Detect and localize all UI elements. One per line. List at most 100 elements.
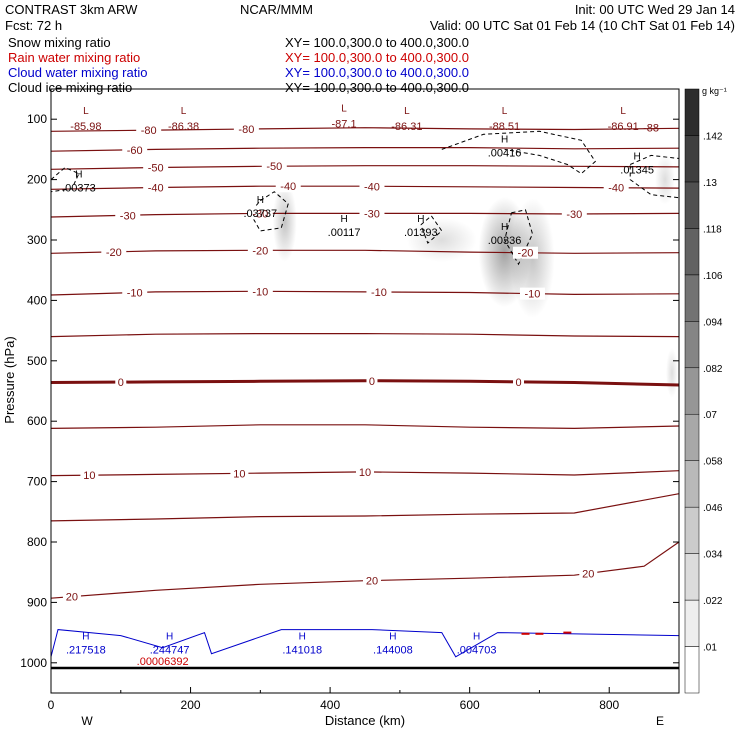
- ice-high-marker: H: [501, 222, 508, 233]
- colorbar-swatch: [684, 599, 700, 647]
- colorbar-tick-label: .106: [703, 271, 723, 282]
- colorbar-swatch: [684, 274, 700, 322]
- isotherm-label: 0: [369, 376, 375, 388]
- x-tick-label: 400: [320, 698, 340, 712]
- isotherm-label: -10: [525, 289, 541, 301]
- isotherm--10: [50, 290, 680, 296]
- isotherm-label: 0: [118, 377, 124, 389]
- isotherm-label-bg: [136, 124, 162, 137]
- colorbar-swatch: [684, 321, 700, 369]
- field-cloud-water-label: Cloud water mixing ratio: [8, 65, 147, 80]
- cloud-water-value-label: .144008: [373, 645, 413, 657]
- cloud-water-high-marker: H: [473, 632, 480, 643]
- isotherm-label: -30: [252, 208, 268, 220]
- colorbar-tick-label: .046: [703, 503, 723, 514]
- colorbar-swatch: [684, 88, 700, 136]
- y-tick-label: 600: [27, 414, 47, 428]
- isotherm-label: 20: [366, 575, 378, 587]
- isotherm-label: 20: [582, 568, 594, 580]
- y-tick-label: 200: [27, 173, 47, 187]
- ice-contour-3: [441, 130, 596, 175]
- field-rain-xy: XY= 100.0,300.0 to 400.0,300.0: [285, 50, 469, 65]
- x-tick-label: 600: [460, 698, 480, 712]
- isotherm-unlabeled-11: [50, 493, 680, 522]
- isotherm-label-bg: [247, 207, 273, 220]
- ice-value-label: .01393: [404, 227, 438, 239]
- cloud-water-high-marker: H: [299, 632, 306, 643]
- field-cloud-ice-xy: XY= 100.0,300.0 to 400.0,300.0: [285, 80, 469, 95]
- isotherm-label: -10: [252, 286, 268, 298]
- low-marker: L: [341, 104, 347, 115]
- cloud-water-value-label: .141018: [282, 645, 322, 657]
- cloud-water-value-label: .244747: [150, 645, 190, 657]
- isotherm-label: -20: [518, 248, 534, 260]
- y-tick-label: 800: [27, 535, 47, 549]
- isotherm-label-bg: [366, 286, 392, 299]
- field-cloud-water-xy: XY= 100.0,300.0 to 400.0,300.0: [285, 65, 469, 80]
- isotherm-label-bg: [275, 180, 301, 193]
- isotherm-label: -80: [141, 125, 157, 137]
- ice-high-marker: H: [340, 214, 347, 225]
- isotherm-label-bg: [143, 181, 169, 194]
- y-tick-label: 500: [27, 354, 47, 368]
- ice-value-label: .00336: [488, 235, 522, 247]
- isotherm-label: -30: [566, 209, 582, 221]
- cloud-water-high-marker: H: [82, 632, 89, 643]
- isotherm-label-bg: [122, 286, 148, 299]
- y-tick-label: 300: [27, 233, 47, 247]
- cloud-water-high-marker: H: [166, 632, 173, 643]
- ice-high-marker: H: [501, 134, 508, 145]
- cloud-contours: [50, 130, 680, 658]
- isotherm-20: [50, 541, 680, 599]
- colorbar-tick-label: .022: [703, 596, 723, 607]
- valid-time: Valid: 00 UTC Sat 01 Feb 14 (10 ChT Sat …: [430, 18, 735, 33]
- field-snow-xy: XY= 100.0,300.0 to 400.0,300.0: [285, 35, 469, 50]
- colorbar-tick-label: .094: [703, 317, 723, 328]
- ice-value-label: .00117: [328, 227, 361, 239]
- isotherm-label: 0: [515, 377, 521, 389]
- x-tick-label: 200: [181, 698, 201, 712]
- y-axis-title: Pressure (hPa): [2, 336, 17, 423]
- cloud-water-value-label: .217518: [66, 645, 106, 657]
- isotherm-label-bg: [362, 574, 381, 587]
- cloud-water-high-marker: H: [389, 632, 396, 643]
- init-time: Init: 00 UTC Wed 29 Jan 14: [575, 2, 735, 17]
- isotherm-label-bg: [512, 246, 538, 259]
- isotherm-label-bg: [115, 209, 141, 222]
- colorbar-tick-label: .082: [703, 364, 723, 375]
- isotherm-label-bg: [101, 245, 127, 258]
- cloud-water-contour: [50, 629, 680, 658]
- ice-value-label: .03737: [244, 208, 278, 220]
- isotherm-label: -88: [643, 123, 659, 135]
- isotherm-label: -40: [280, 181, 296, 193]
- colorbar-swatch: [684, 135, 700, 183]
- isotherm-label-bg: [356, 465, 374, 478]
- colorbar-swatch: [684, 553, 700, 601]
- isotherm-label: -10: [371, 287, 387, 299]
- isotherm-label: -60: [127, 145, 143, 157]
- isotherm-label-bg: [261, 160, 287, 173]
- isotherm-label-bg: [513, 375, 525, 388]
- isotherm-label-bg: [247, 244, 273, 257]
- low-value-label: -86.91: [608, 121, 639, 133]
- field-snow-label: Snow mixing ratio: [8, 35, 111, 50]
- colorbar-tick-label: .034: [703, 550, 723, 561]
- colorbar-swatch: [684, 460, 700, 508]
- ice-high-marker: H: [417, 214, 424, 225]
- isotherm-label: -50: [148, 163, 164, 175]
- isotherm-label: -80: [238, 124, 254, 136]
- colorbar-swatch: [684, 367, 700, 415]
- isotherm-label: 10: [359, 467, 371, 479]
- isotherm-label-bg: [359, 180, 385, 193]
- isotherm-label-bg: [143, 161, 169, 174]
- y-tick-label: 400: [27, 293, 47, 307]
- colorbar-swatch: [684, 181, 700, 229]
- isotherm-label: -10: [127, 288, 143, 300]
- colorbar-tick-label: .07: [703, 410, 717, 421]
- isotherm-0: [50, 379, 680, 387]
- plot-frame: [50, 88, 680, 694]
- x-tick-label: 0: [48, 698, 55, 712]
- isotherm-label: -50: [266, 161, 282, 173]
- isotherm-label: -40: [148, 182, 164, 194]
